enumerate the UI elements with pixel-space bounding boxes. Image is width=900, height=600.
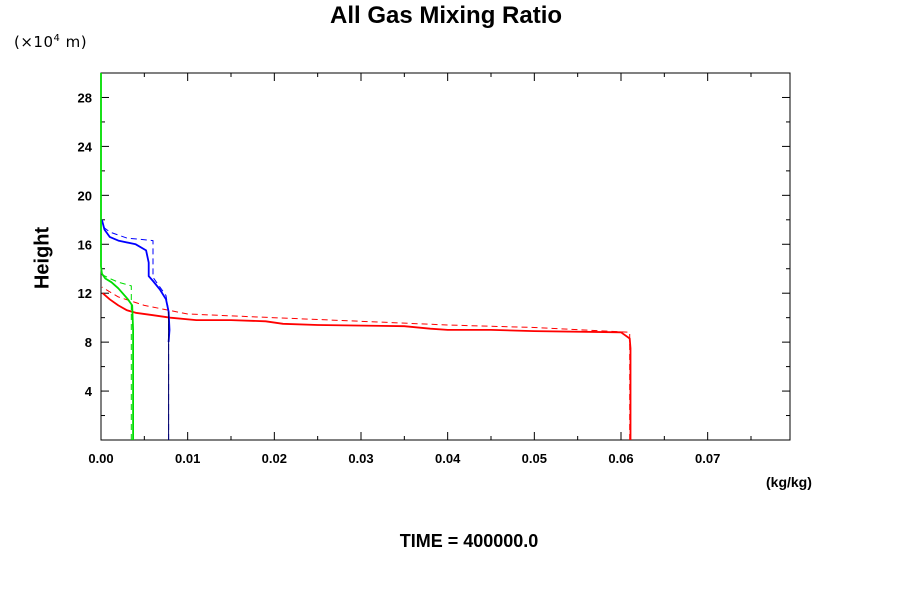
y-unit-prefix: (×10 [14,33,54,51]
chart-title: All Gas Mixing Ratio [329,2,563,29]
series-green-dashed [102,274,132,440]
plot-frame [100,72,791,441]
series-red-solid [102,292,632,440]
y-tick-label-0: 4 [85,384,93,399]
y-unit-exponent: 4 [53,33,61,44]
axis-ticks: 0.00 0.01 0.02 0.03 0.04 0.05 0.06 0.07 4 8 12 16 20… [78,73,790,466]
series-blue-solid [101,219,171,343]
x-tick-label-3: 0.03 [348,451,373,466]
series-red-dashed [101,286,631,440]
x-axis-unit-label: (kg/kg) [766,474,812,490]
y-unit-suffix: m) [60,33,88,51]
x-tick-label-1: 0.01 [175,451,200,466]
series-lines [100,73,632,440]
y-tick-label-5: 24 [78,139,93,154]
time-label: TIME = 400000.0 [399,531,539,551]
y-tick-label-4: 20 [78,188,92,203]
series-blue-dashed [101,225,170,440]
y-tick-label-3: 16 [78,237,92,252]
x-tick-label-0: 0.00 [88,451,113,466]
x-tick-label-4: 0.04 [435,451,461,466]
series-green-solid [100,73,135,440]
x-tick-label-7: 0.07 [695,451,720,466]
x-tick-label-6: 0.06 [608,451,633,466]
y-tick-label-6: 28 [78,90,92,105]
y-unit-label: (×104 m) [14,33,87,51]
x-tick-label-5: 0.05 [522,451,547,466]
x-tick-label-2: 0.02 [262,451,287,466]
y-tick-label-2: 12 [78,286,92,301]
y-tick-label-1: 8 [85,335,92,350]
